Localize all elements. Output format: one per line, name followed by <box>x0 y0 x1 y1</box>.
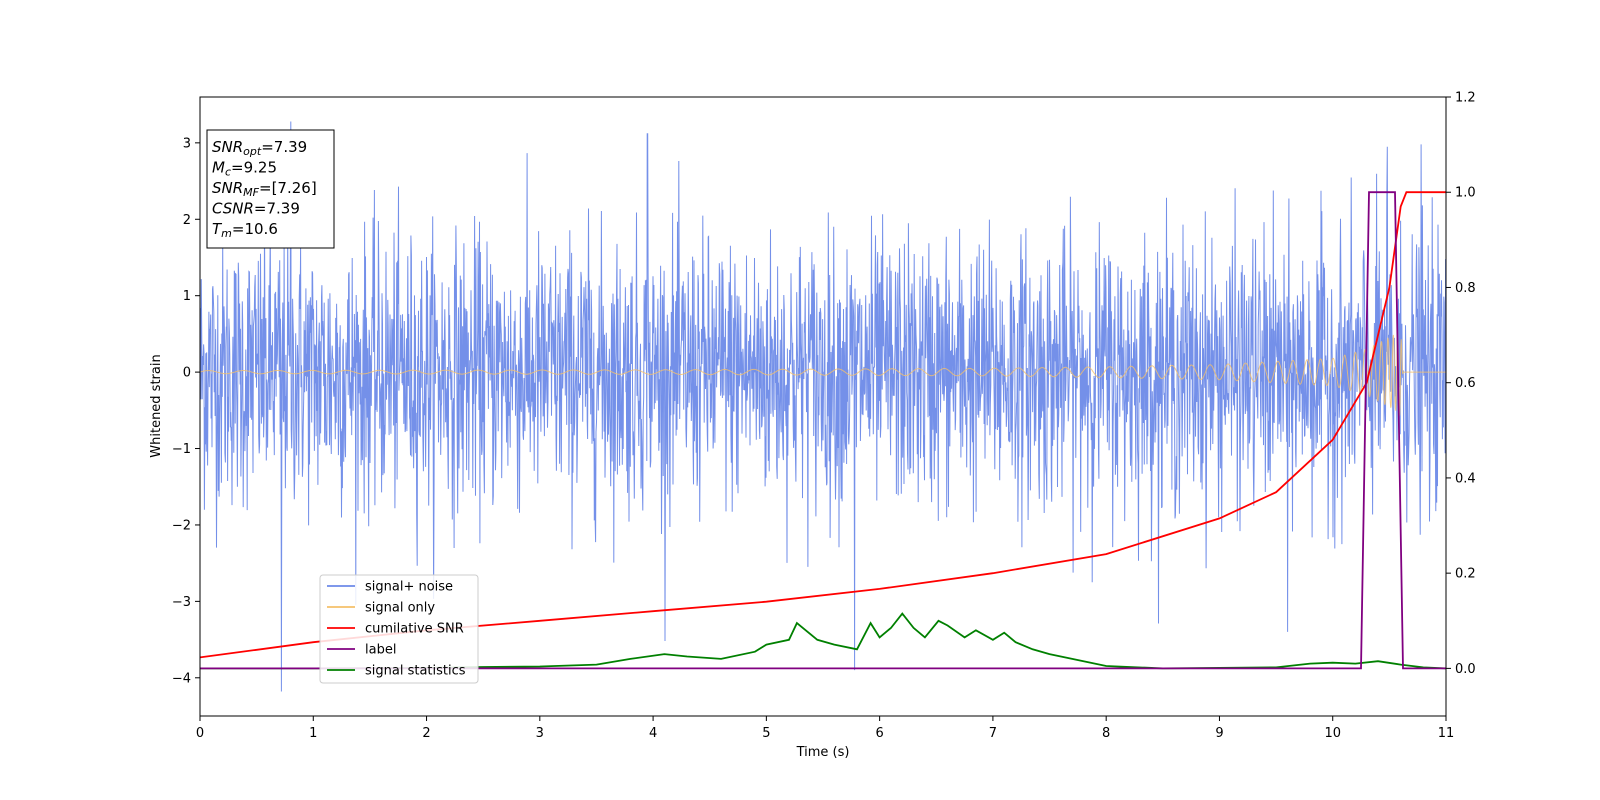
y2-tick-label: 0.6 <box>1455 376 1476 391</box>
info-box-line: Tm=10.6 <box>212 220 278 240</box>
y-axis-right: 0.0 0.2 0.4 0.6 0.8 1.0 1.2 <box>1446 91 1476 677</box>
x-axis: 0 1 2 3 4 5 6 7 8 9 10 11 <box>196 716 1454 741</box>
series-layer <box>200 121 1446 692</box>
legend: signal+ noise signal only cumilative SNR la… <box>319 574 479 684</box>
y2-tick-label: 0.0 <box>1455 662 1476 677</box>
y-tick-label: −1 <box>172 442 191 457</box>
info-box-frame <box>206 129 335 249</box>
y-tick-label: 0 <box>183 366 191 381</box>
x-axis-title: Time (s) <box>796 745 850 760</box>
info-box-line: SNRopt=7.39 <box>212 138 307 158</box>
legend-label: signal only <box>365 601 435 616</box>
series-signal-statistics <box>200 612 1446 670</box>
x-tick-label: 3 <box>536 726 544 741</box>
y2-tick-label: 1.2 <box>1455 91 1476 106</box>
info-box-line: SNRMF=[7.26] <box>212 179 317 199</box>
y2-tick-label: 1.0 <box>1455 186 1476 201</box>
x-tick-label: 4 <box>649 726 657 741</box>
x-tick-label: 7 <box>989 726 997 741</box>
legend-label: label <box>365 643 396 658</box>
x-tick-label: 1 <box>309 726 317 741</box>
x-tick-label: 10 <box>1324 726 1341 741</box>
info-box-line: Mc=9.25 <box>212 159 277 179</box>
y2-tick-label: 0.2 <box>1455 567 1476 582</box>
legend-label: signal statistics <box>365 664 466 679</box>
legend-label: cumilative SNR <box>365 622 464 637</box>
series-signal-noise <box>200 121 1446 692</box>
y-axis-left: −4 −3 −2 −1 0 1 2 3 <box>172 136 200 686</box>
x-tick-label: 0 <box>196 726 204 741</box>
x-tick-label: 9 <box>1215 726 1223 741</box>
y-tick-label: −4 <box>172 671 191 686</box>
x-tick-label: 11 <box>1438 726 1455 741</box>
y2-tick-label: 0.4 <box>1455 471 1476 486</box>
x-tick-label: 6 <box>875 726 883 741</box>
y-tick-label: 2 <box>183 213 191 228</box>
y-tick-label: −2 <box>172 518 191 533</box>
x-tick-label: 5 <box>762 726 770 741</box>
y-tick-label: 1 <box>183 289 191 304</box>
legend-label: signal+ noise <box>365 580 453 595</box>
series-cumilative-snr <box>200 191 1446 659</box>
series-label <box>200 191 1446 670</box>
legend-frame <box>319 574 479 684</box>
x-tick-label: 2 <box>422 726 430 741</box>
info-box-line: CSNR=7.39 <box>212 200 300 218</box>
series-signal-only <box>200 330 1446 416</box>
y2-tick-label: 0.8 <box>1455 281 1476 296</box>
plot-frame <box>199 96 1447 717</box>
y-tick-label: −3 <box>172 595 191 610</box>
x-tick-label: 8 <box>1102 726 1110 741</box>
y-tick-label: 3 <box>183 136 191 151</box>
y-axis-title: Whitened strain <box>149 354 164 457</box>
